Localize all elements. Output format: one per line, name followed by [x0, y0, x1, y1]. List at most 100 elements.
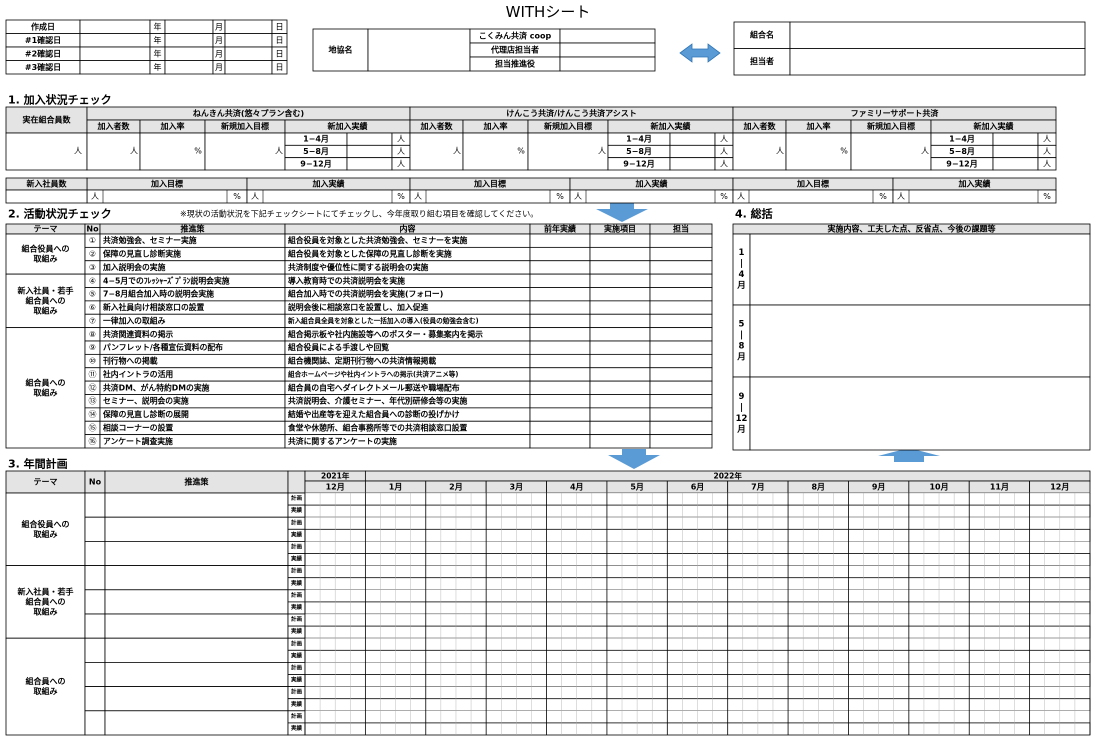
- cell-text: 食堂や休憩所、組合事務所等での共済相談窓口設置: [288, 422, 468, 432]
- cell-text: 新加入実績: [651, 121, 691, 131]
- row-label: 実績: [291, 676, 303, 684]
- period-label: 月: [736, 353, 746, 363]
- date-label: #2確認日: [25, 49, 61, 59]
- date-label: #3確認日: [25, 62, 61, 72]
- cell: [529, 287, 591, 302]
- cell: [589, 300, 651, 315]
- cell: [104, 710, 289, 736]
- cell: [649, 394, 713, 409]
- cell-text: 新入社員向け相談窓口の設置: [103, 302, 205, 312]
- cell: [529, 260, 591, 275]
- row-label: 計画: [291, 518, 303, 526]
- theme: 組合役員への: [22, 519, 70, 529]
- cell: [164, 33, 214, 48]
- cell-text: 5−8月: [949, 147, 975, 156]
- cell-text: 相談コーナーの設置: [103, 422, 173, 432]
- cell-text: 12月: [1050, 483, 1069, 492]
- cell: [749, 304, 1091, 378]
- cell-text: 新規加入目標: [544, 121, 592, 131]
- cell: [5, 273, 86, 329]
- cell-text: 5月: [630, 483, 644, 492]
- cell-text: 加入実績: [312, 179, 345, 189]
- cell-text: 1月: [389, 483, 403, 492]
- cell-text: 人: [275, 147, 283, 156]
- cell-text: 担当推進役: [495, 59, 535, 69]
- cell-text: 加入目標: [473, 179, 506, 189]
- cell: [5, 492, 86, 566]
- cell: [649, 434, 713, 449]
- cell: [104, 541, 289, 567]
- cell-text: 人: [720, 147, 728, 156]
- cell: [164, 60, 214, 75]
- cell: [104, 589, 289, 615]
- row-label: 計画: [291, 712, 303, 720]
- cell-text: アンケート調査実施: [103, 436, 173, 446]
- cell-text: %: [720, 192, 728, 201]
- cell-text: 新入社員数: [27, 179, 68, 189]
- cell: [164, 19, 214, 34]
- cell-text: 年: [154, 62, 162, 72]
- cell: [733, 21, 791, 49]
- cell: [5, 189, 88, 204]
- cell-text: %: [1043, 192, 1051, 201]
- product-header: ファミリーサポート共済: [851, 108, 940, 118]
- cell: [589, 233, 651, 248]
- cell-text: 7月: [751, 483, 765, 492]
- cell: [649, 353, 713, 369]
- section-title: 2. 活動状況チェック: [8, 207, 112, 221]
- cell-text: 月: [215, 50, 223, 59]
- product-header: けんこう共済/けんこう共済アシスト: [506, 108, 637, 118]
- cell-text: 組合ホームページや社内イントラへの掲示(共済アニメ等): [288, 369, 458, 378]
- cell: [669, 144, 716, 159]
- theme: 新入社員・若手: [18, 285, 74, 295]
- cell-text: No: [89, 478, 102, 487]
- cell: [529, 380, 591, 395]
- cell-text: 6月: [691, 483, 705, 492]
- column-header: 実施項目: [604, 224, 636, 234]
- cell: [529, 340, 591, 355]
- cell-text: ⑨: [89, 343, 96, 352]
- row-label: 実績: [291, 530, 303, 538]
- cell: [224, 19, 273, 34]
- cell: [649, 287, 713, 302]
- cell-text: 加入説明会の実施: [102, 262, 166, 272]
- cell-text: 刊行物への掲載: [103, 356, 158, 366]
- cell-text: 加入目標: [150, 179, 183, 189]
- row-label: 実績: [291, 579, 303, 587]
- cell: [649, 300, 713, 315]
- cell-text: 組合掲示板や社内施設等へのポスター・募集案内を掲示: [288, 329, 483, 339]
- cell: [346, 144, 393, 159]
- cell: [224, 33, 273, 48]
- cell-text: 新加入実績: [328, 121, 368, 131]
- cell-text: テーマ: [34, 478, 58, 487]
- theme: 組合員への: [26, 596, 66, 606]
- cell: [529, 327, 591, 342]
- cell-text: %: [233, 192, 241, 201]
- cell: [749, 233, 1091, 306]
- down-arrow: [596, 203, 648, 222]
- cell-text: 結婚や出産等を迎えた組合員への診断の投げかけ: [288, 409, 460, 419]
- cell-text: 一律加入の取組み: [103, 315, 166, 325]
- date-label: #1確認日: [25, 35, 61, 45]
- cell-text: 人: [414, 192, 422, 201]
- cell-text: 人: [921, 147, 929, 156]
- cell-text: 日: [276, 63, 284, 72]
- cell-text: 1−4月: [303, 135, 329, 144]
- row-label: 計画: [291, 591, 303, 599]
- cell: [529, 367, 591, 382]
- row-label: 計画: [291, 663, 303, 671]
- cell-text: ⑫: [89, 383, 97, 392]
- row-label: 計画: [291, 615, 303, 623]
- cell: [529, 233, 591, 248]
- section-title: 3. 年間計画: [8, 457, 68, 471]
- cell: [287, 470, 306, 494]
- cell: [79, 60, 151, 75]
- cell-text: 人: [737, 192, 745, 201]
- cell: [367, 28, 471, 72]
- row-label: 計画: [291, 567, 303, 575]
- cell: [589, 353, 651, 369]
- cell: [559, 56, 656, 72]
- cell-text: 人: [574, 192, 582, 201]
- cell-text: 代理店担当者: [490, 45, 539, 55]
- cell: [529, 246, 591, 262]
